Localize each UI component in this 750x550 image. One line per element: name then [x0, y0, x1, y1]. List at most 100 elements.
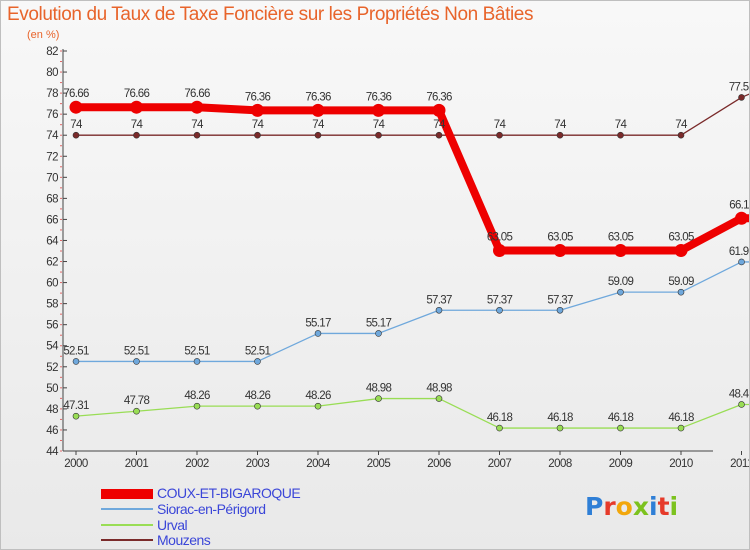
data-label-mouzens: 74	[554, 119, 567, 131]
x-tick-label: 2004	[306, 458, 331, 470]
y-tick-label: 74	[46, 130, 59, 142]
data-point-siorac-en-p-rigord	[314, 330, 322, 337]
y-tick-label: 66	[46, 214, 58, 226]
y-tick-label: 50	[46, 383, 58, 395]
data-point-urval	[677, 424, 685, 432]
data-label-siorac-en-p-rigord: 59.09	[668, 276, 694, 288]
data-label-urval: 46.18	[487, 412, 513, 424]
y-tick-label: 62	[46, 257, 58, 269]
y-tick-label: 78	[46, 88, 58, 100]
x-tick-label: 2000	[64, 458, 88, 470]
data-point-urval	[375, 395, 382, 402]
legend-swatch-urval	[101, 524, 153, 526]
x-tick-label: 2009	[609, 458, 633, 470]
data-label-coux-et-bigaroque: 63.05	[547, 231, 573, 243]
y-tick-label: 46	[46, 425, 58, 437]
data-label-urval: 48.26	[245, 390, 271, 402]
data-point-siorac-en-p-rigord	[738, 258, 745, 266]
data-label-urval: 47.78	[124, 395, 150, 407]
data-label-coux-et-bigaroque: 63.05	[608, 231, 634, 243]
data-point-coux-et-bigaroque	[553, 243, 567, 257]
logo-letter: r	[603, 492, 616, 521]
data-label-coux-et-bigaroque: 63.05	[668, 231, 694, 243]
data-label-mouzens: 74	[433, 119, 446, 131]
data-point-urval	[314, 402, 322, 410]
data-label-mouzens: 74	[312, 119, 325, 131]
data-point-coux-et-bigaroque	[372, 103, 385, 117]
data-point-mouzens	[435, 131, 443, 139]
data-label-mouzens: 74	[191, 119, 204, 131]
logo-letter: t	[657, 492, 670, 521]
data-point-urval	[254, 402, 261, 410]
data-point-coux-et-bigaroque	[311, 103, 325, 117]
x-tick-label: 2002	[185, 458, 209, 470]
logo-letter: i	[649, 492, 658, 521]
data-point-coux-et-bigaroque	[614, 243, 627, 257]
chart-axes: 44 46 48 50 52 54 56 58 60 62 64 66 68 70 72 74 76 78 80 82…	[46, 46, 749, 470]
data-label-coux-et-bigaroque: 76.36	[366, 91, 392, 103]
data-point-coux-et-bigaroque	[190, 100, 204, 114]
data-label-mouzens: 74	[494, 119, 507, 131]
x-tick-label: 2001	[125, 458, 149, 470]
data-point-coux-et-bigaroque	[69, 100, 83, 114]
data-point-urval	[435, 395, 443, 402]
data-label-siorac-en-p-rigord: 52.51	[63, 345, 89, 357]
data-label-urval: 47.31	[63, 400, 89, 412]
chart-subtitle: (en %)	[27, 29, 60, 41]
data-label-coux-et-bigaroque: 76.66	[63, 88, 89, 100]
series-line-siorac-en-p-rigord	[75, 261, 749, 363]
x-tick-label: 2007	[488, 458, 512, 470]
data-label-urval: 48.42	[729, 388, 749, 400]
x-tick-label: 2010	[669, 458, 693, 470]
y-tick-label: 58	[46, 299, 58, 311]
series-line-coux-et-bigaroque	[72, 103, 749, 255]
data-point-siorac-en-p-rigord	[677, 288, 685, 296]
data-label-mouzens: 74	[675, 119, 688, 131]
data-point-siorac-en-p-rigord	[496, 306, 503, 314]
data-point-siorac-en-p-rigord	[435, 306, 443, 314]
data-point-urval	[133, 407, 140, 415]
data-label-coux-et-bigaroque: 63.05	[487, 231, 513, 243]
x-tick-label: 2011	[730, 458, 749, 470]
y-tick-label: 72	[46, 151, 58, 163]
data-point-mouzens	[556, 131, 564, 139]
data-label-siorac-en-p-rigord: 55.17	[366, 317, 392, 329]
legend-item-coux: COUX-ET-BIGAROQUE	[157, 485, 301, 501]
logo-letter: o	[615, 492, 633, 521]
series-line-urval	[75, 397, 749, 429]
data-point-urval	[617, 424, 624, 432]
data-point-siorac-en-p-rigord	[72, 358, 80, 365]
data-label-urval: 48.26	[305, 390, 331, 402]
data-point-urval	[496, 424, 503, 432]
data-label-urval: 46.18	[547, 412, 573, 424]
data-label-siorac-en-p-rigord: 57.37	[547, 294, 573, 306]
y-tick-label: 82	[46, 46, 58, 58]
data-point-mouzens	[314, 131, 322, 139]
data-point-mouzens	[738, 94, 745, 101]
data-point-coux-et-bigaroque	[674, 243, 688, 257]
data-label-mouzens: 77.59	[729, 81, 749, 93]
data-point-mouzens	[496, 131, 503, 139]
data-labels-layer: 747474747474747474747477.5980.0647.3147.…	[63, 81, 749, 424]
data-label-coux-et-bigaroque: 76.36	[426, 91, 452, 103]
series-layer	[69, 93, 749, 432]
data-label-mouzens: 74	[252, 119, 265, 131]
y-tick-label: 52	[46, 362, 58, 374]
data-label-coux-et-bigaroque: 76.36	[305, 91, 331, 103]
data-point-urval	[193, 402, 201, 410]
logo-letter: i	[669, 492, 679, 521]
data-point-mouzens	[677, 131, 685, 139]
y-tick-label: 56	[46, 320, 58, 332]
data-label-siorac-en-p-rigord: 52.51	[245, 345, 271, 357]
data-label-siorac-en-p-rigord: 55.17	[305, 317, 331, 329]
data-point-coux-et-bigaroque	[735, 211, 748, 225]
y-tick-label: 80	[46, 67, 58, 79]
x-tick-label: 2003	[246, 458, 270, 470]
data-point-siorac-en-p-rigord	[254, 358, 261, 365]
chart-title: Evolution du Taux de Taxe Foncière sur l…	[7, 4, 534, 25]
data-point-siorac-en-p-rigord	[193, 358, 201, 365]
legend-item-urval: Urval	[157, 517, 188, 533]
data-point-mouzens	[133, 131, 140, 139]
data-point-urval	[72, 412, 80, 420]
